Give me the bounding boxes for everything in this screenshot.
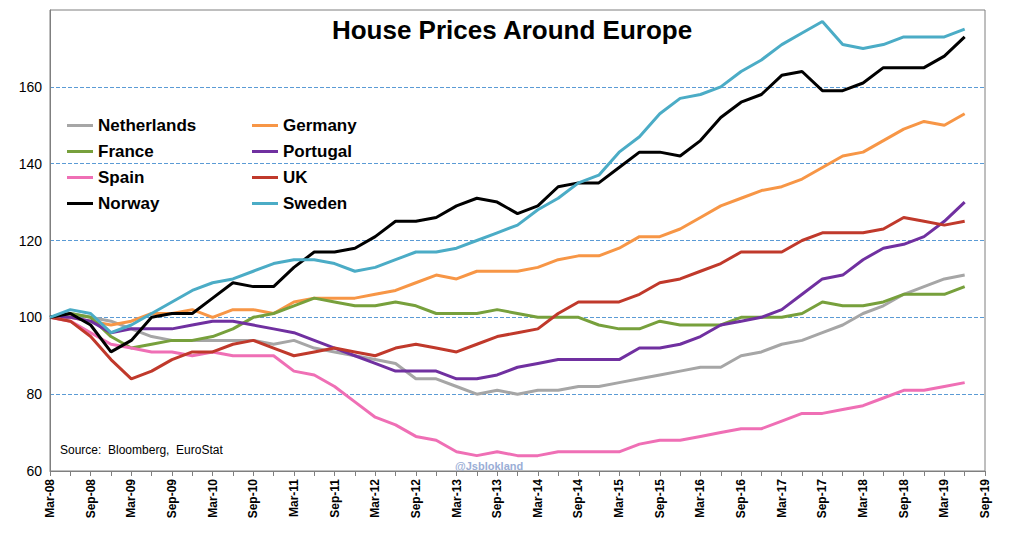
svg-text:France: France <box>98 142 154 161</box>
svg-text:60: 60 <box>26 463 42 479</box>
svg-text:Sep-11: Sep-11 <box>328 479 342 518</box>
svg-text:Mar-18: Mar-18 <box>856 479 870 518</box>
svg-text:Mar-13: Mar-13 <box>450 479 464 518</box>
svg-text:Mar-09: Mar-09 <box>124 479 138 518</box>
svg-text:Sep-17: Sep-17 <box>815 479 829 519</box>
svg-text:Source: Bloomberg, EuroStat: Source: Bloomberg, EuroStat <box>60 443 223 457</box>
svg-text:Sep-15: Sep-15 <box>653 479 667 519</box>
svg-text:Mar-17: Mar-17 <box>775 479 789 518</box>
svg-text:140: 140 <box>19 156 43 172</box>
svg-text:UK: UK <box>283 168 308 187</box>
svg-text:Germany: Germany <box>283 116 357 135</box>
svg-text:Mar-19: Mar-19 <box>937 479 951 518</box>
svg-text:Sep-08: Sep-08 <box>84 479 98 519</box>
svg-text:160: 160 <box>19 79 43 95</box>
svg-text:120: 120 <box>19 233 43 249</box>
svg-text:Sep-13: Sep-13 <box>490 479 504 519</box>
svg-text:Mar-08: Mar-08 <box>43 479 57 518</box>
svg-text:@Jsblokland: @Jsblokland <box>455 460 523 472</box>
svg-text:Sep-14: Sep-14 <box>571 479 585 519</box>
svg-text:House Prices Around Europe: House Prices Around Europe <box>332 15 692 45</box>
svg-text:Mar-11: Mar-11 <box>287 479 301 517</box>
svg-text:100: 100 <box>19 309 43 325</box>
svg-text:Sep-12: Sep-12 <box>409 479 423 519</box>
svg-text:Mar-12: Mar-12 <box>368 479 382 518</box>
svg-text:Norway: Norway <box>98 194 160 213</box>
svg-text:Portugal: Portugal <box>283 142 352 161</box>
svg-text:Mar-14: Mar-14 <box>531 479 545 518</box>
svg-text:Mar-16: Mar-16 <box>693 479 707 518</box>
svg-text:Sep-10: Sep-10 <box>246 479 260 519</box>
svg-text:Sep-19: Sep-19 <box>978 479 992 519</box>
svg-text:Sep-16: Sep-16 <box>734 479 748 519</box>
svg-text:80: 80 <box>26 386 42 402</box>
svg-text:Mar-10: Mar-10 <box>206 479 220 518</box>
svg-text:Spain: Spain <box>98 168 144 187</box>
svg-text:Sep-09: Sep-09 <box>165 479 179 519</box>
svg-text:Mar-15: Mar-15 <box>612 479 626 518</box>
svg-text:Sep-18: Sep-18 <box>897 479 911 519</box>
svg-text:Sweden: Sweden <box>283 194 347 213</box>
svg-text:Netherlands: Netherlands <box>98 116 196 135</box>
